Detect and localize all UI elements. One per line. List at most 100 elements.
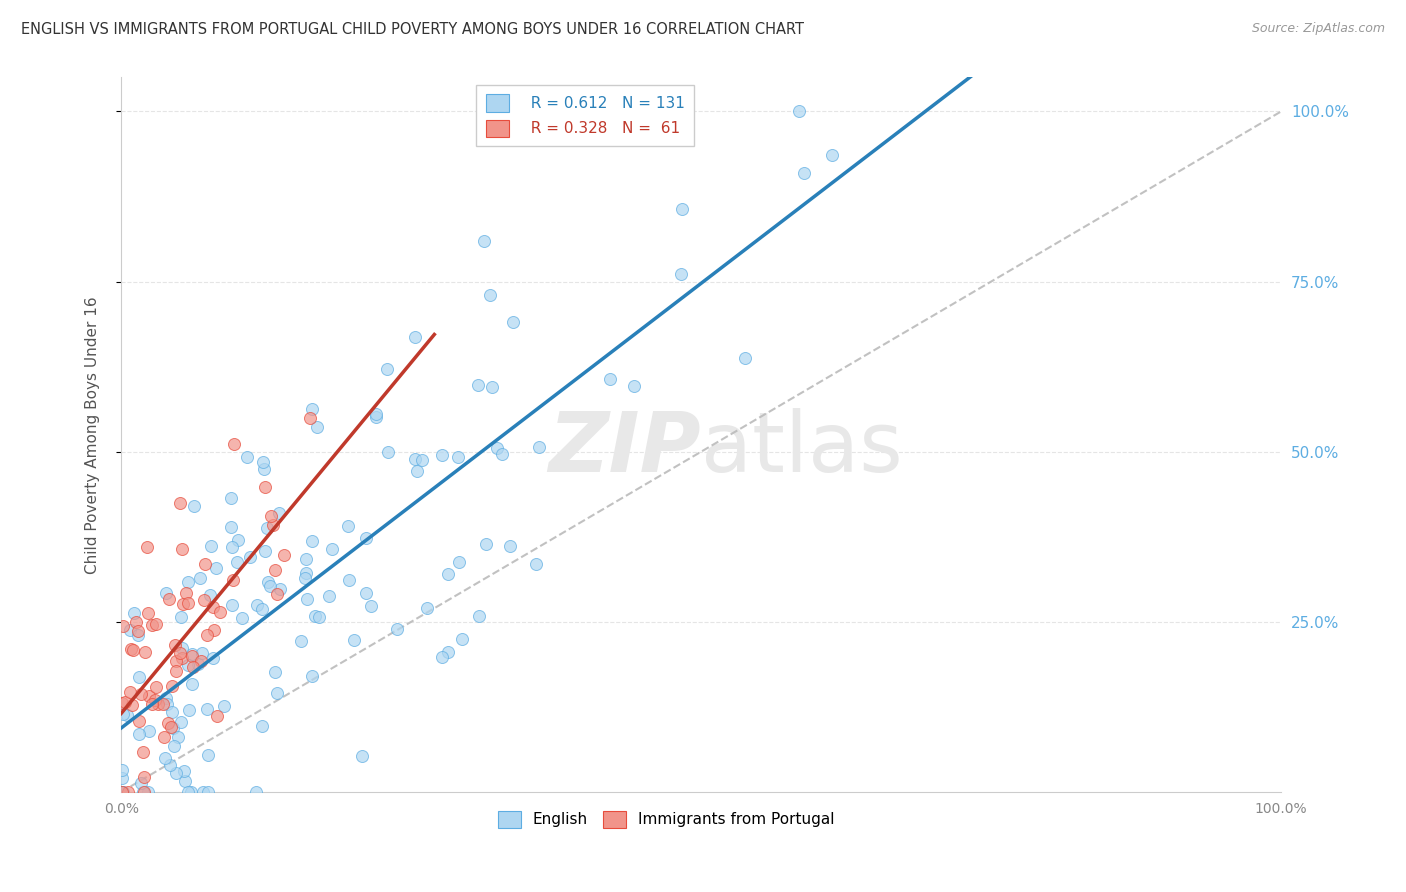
Point: [269, 582, 291, 597]
Point: [165, 664, 187, 678]
Point: [671, 202, 693, 216]
Point: [181, 648, 204, 662]
Point: [264, 563, 287, 577]
Point: [226, 533, 249, 547]
Point: [290, 633, 312, 648]
Point: [491, 447, 513, 461]
Point: [136, 540, 159, 554]
Point: [343, 633, 366, 648]
Point: [176, 586, 198, 600]
Point: [222, 437, 245, 451]
Point: [307, 420, 329, 434]
Point: [160, 679, 183, 693]
Point: [169, 646, 191, 660]
Point: [111, 785, 134, 799]
Point: [301, 402, 323, 417]
Point: [262, 517, 284, 532]
Point: [432, 449, 454, 463]
Point: [132, 770, 155, 784]
Y-axis label: Child Poverty Among Boys Under 16: Child Poverty Among Boys Under 16: [86, 296, 100, 574]
Text: ENGLISH VS IMMIGRANTS FROM PORTUGAL CHILD POVERTY AMONG BOYS UNDER 16 CORRELATIO: ENGLISH VS IMMIGRANTS FROM PORTUGAL CHIL…: [21, 22, 804, 37]
Point: [180, 785, 202, 799]
Point: [141, 618, 163, 632]
Point: [221, 491, 243, 506]
Point: [170, 609, 193, 624]
Point: [411, 453, 433, 467]
Point: [250, 601, 273, 615]
Point: [239, 550, 262, 565]
Point: [474, 537, 496, 551]
Point: [437, 566, 460, 581]
Point: [155, 691, 177, 706]
Point: [136, 606, 159, 620]
Point: [467, 609, 489, 624]
Point: [202, 651, 225, 665]
Point: [163, 638, 186, 652]
Point: [225, 555, 247, 569]
Point: [141, 697, 163, 711]
Point: [375, 362, 398, 376]
Point: [132, 745, 155, 759]
Point: [159, 757, 181, 772]
Point: [356, 532, 378, 546]
Point: [143, 692, 166, 706]
Point: [170, 541, 193, 556]
Point: [253, 480, 276, 494]
Point: [377, 445, 399, 459]
Point: [117, 785, 139, 799]
Point: [176, 574, 198, 589]
Point: [294, 571, 316, 585]
Point: [301, 534, 323, 549]
Point: [125, 615, 148, 629]
Point: [136, 785, 159, 799]
Point: [273, 548, 295, 562]
Point: [165, 766, 187, 780]
Point: [793, 166, 815, 180]
Point: [208, 606, 231, 620]
Point: [246, 599, 269, 613]
Point: [350, 749, 373, 764]
Point: [222, 574, 245, 588]
Point: [479, 288, 502, 302]
Point: [181, 649, 204, 664]
Point: [204, 623, 226, 637]
Point: [162, 739, 184, 753]
Legend: English, Immigrants from Portugal: English, Immigrants from Portugal: [492, 805, 841, 834]
Point: [404, 330, 426, 344]
Point: [205, 709, 228, 723]
Text: ZIP: ZIP: [548, 409, 702, 490]
Point: [599, 372, 621, 386]
Point: [502, 314, 524, 328]
Point: [195, 628, 218, 642]
Point: [734, 351, 756, 365]
Point: [245, 785, 267, 799]
Point: [195, 702, 218, 716]
Point: [111, 785, 134, 799]
Point: [267, 506, 290, 520]
Point: [160, 721, 183, 735]
Point: [122, 607, 145, 621]
Point: [266, 686, 288, 700]
Point: [191, 646, 214, 660]
Point: [301, 669, 323, 683]
Point: [450, 632, 472, 647]
Point: [179, 703, 201, 717]
Point: [337, 573, 360, 587]
Point: [159, 592, 181, 607]
Point: [197, 747, 219, 762]
Point: [256, 521, 278, 535]
Point: [259, 579, 281, 593]
Point: [202, 599, 225, 614]
Point: [260, 508, 283, 523]
Point: [472, 234, 495, 248]
Point: [127, 624, 149, 639]
Point: [153, 730, 176, 744]
Point: [156, 697, 179, 711]
Point: [128, 714, 150, 728]
Point: [111, 771, 134, 785]
Point: [146, 697, 169, 711]
Point: [294, 552, 316, 566]
Point: [111, 707, 134, 722]
Point: [172, 651, 194, 665]
Point: [155, 585, 177, 599]
